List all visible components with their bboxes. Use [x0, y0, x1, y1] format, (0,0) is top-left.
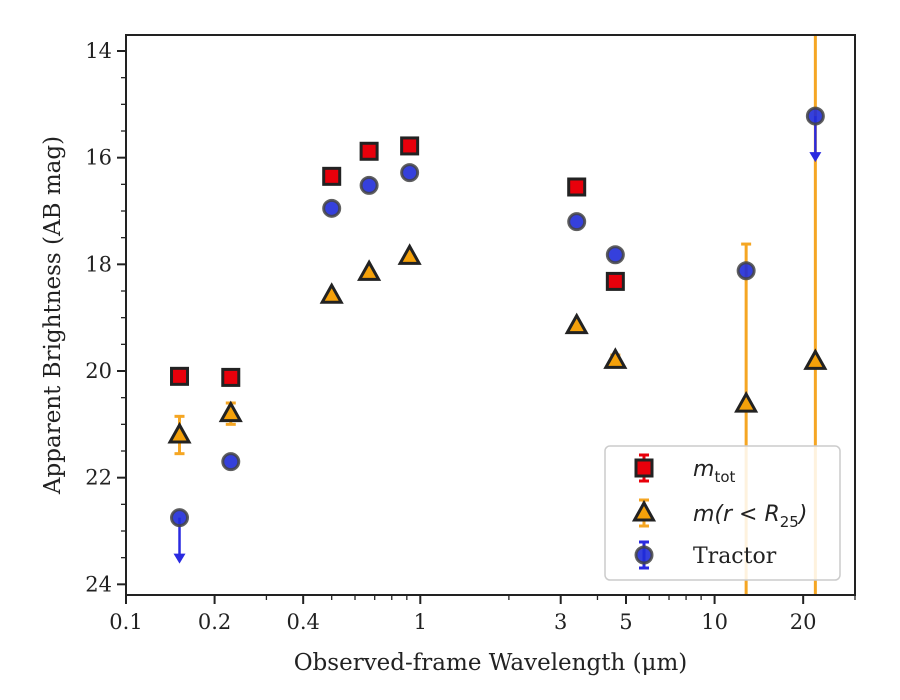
data-point-circle — [567, 212, 587, 232]
y-tick-label: 24 — [85, 572, 112, 596]
x-tick-label: 3 — [554, 610, 567, 634]
data-point-triangle — [167, 421, 192, 444]
legend-marker-square — [634, 458, 654, 478]
x-tick-label: 5 — [619, 610, 632, 634]
data-point-triangle — [564, 312, 589, 335]
x-tick-label: 0.1 — [109, 610, 142, 634]
data-point-triangle — [319, 282, 344, 304]
x-tick-label: 1 — [414, 610, 427, 634]
data-point-circle — [605, 245, 625, 265]
y-tick-label: 14 — [85, 39, 112, 63]
data-point-square — [221, 367, 241, 387]
y-tick-label: 18 — [85, 252, 112, 276]
data-point-triangle — [357, 259, 382, 281]
y-tick-label: 16 — [85, 146, 112, 170]
legend-label: m(r < R25) — [693, 502, 807, 531]
data-point-triangle — [734, 390, 759, 413]
legend-label: Tractor — [693, 544, 777, 569]
data-point-square — [322, 166, 342, 186]
y-axis-label: Apparent Brightness (AB mag) — [40, 136, 66, 495]
legend-marker-circle — [634, 545, 654, 565]
legend-box — [604, 445, 841, 581]
upper-limit-arrowhead — [809, 152, 822, 163]
data-point-circle — [400, 163, 420, 183]
plot-frame — [125, 34, 856, 596]
x-axis-label: Observed-frame Wavelength (μm) — [294, 650, 688, 676]
data-point-triangle — [603, 347, 628, 369]
data-point-triangle — [397, 243, 422, 265]
y-tick-label: 22 — [85, 466, 112, 490]
data-point-circle — [736, 261, 756, 281]
data-point-circle — [805, 106, 825, 126]
legend-label: mtot — [693, 457, 735, 486]
axis-layer: 0.1 0.2 0.4 1 3 5 10 20 14 16 18 20 22 24 Observed-fra… — [40, 34, 856, 676]
data-point-circle — [322, 198, 342, 218]
data-point-circle — [170, 508, 190, 528]
data-point-square — [170, 366, 190, 386]
x-tick-label: 20 — [790, 610, 817, 634]
data-point-circle — [359, 175, 379, 195]
upper-limit-arrowhead — [173, 553, 186, 564]
data-point-square — [567, 177, 587, 197]
legend-marker-triangle — [631, 499, 657, 522]
data-point-triangle — [803, 348, 828, 370]
data-point-triangle — [218, 400, 243, 423]
legend: mtot m(r < R25) Tractor — [604, 445, 841, 581]
data-point-square — [359, 141, 379, 161]
y-tick-label: 20 — [85, 359, 112, 383]
data-point-circle — [221, 452, 241, 472]
x-tick-label: 10 — [701, 610, 728, 634]
data-point-square — [400, 136, 420, 156]
x-tick-label: 0.2 — [198, 610, 231, 634]
data-point-square — [605, 271, 625, 291]
x-tick-label: 0.4 — [286, 610, 319, 634]
